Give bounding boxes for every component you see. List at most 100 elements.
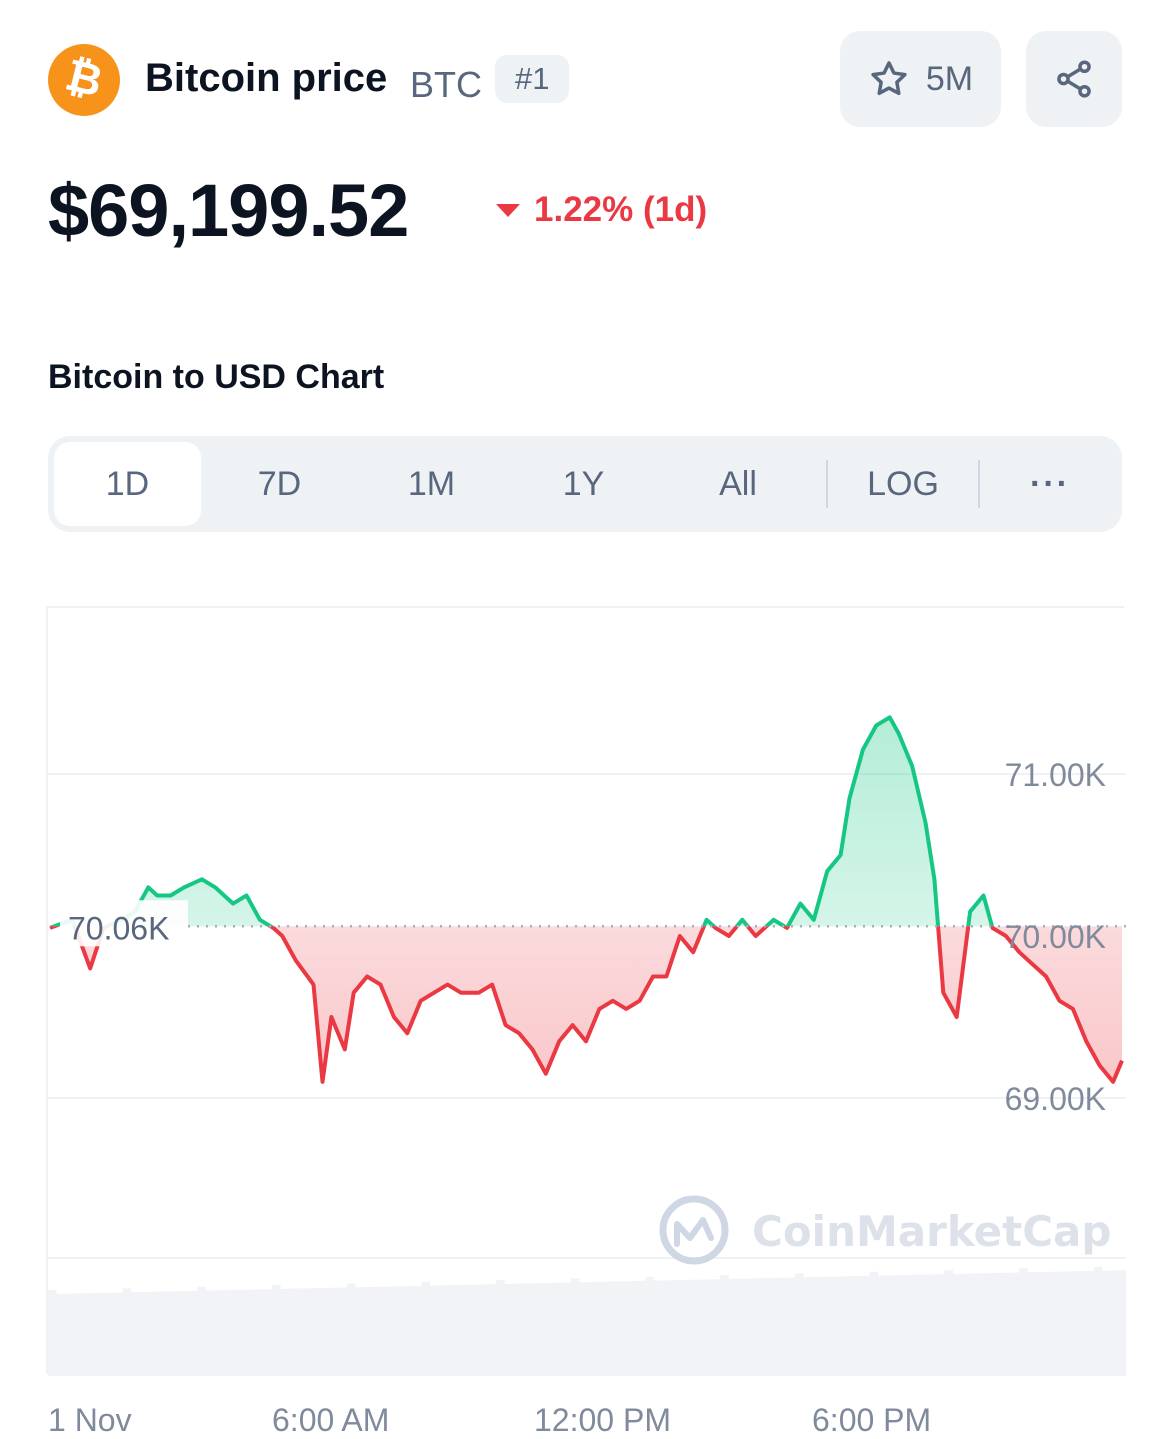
volume-bar <box>363 1286 372 1376</box>
volume-bar <box>811 1277 821 1376</box>
volume-bar <box>288 1288 298 1376</box>
volume-bar <box>487 1284 497 1376</box>
x-tick-label: 6:00 PM <box>812 1402 932 1438</box>
volume-bar <box>180 1291 190 1376</box>
volume-bar <box>902 1274 912 1376</box>
volume-bar <box>512 1283 522 1376</box>
volume-bar <box>878 1275 887 1376</box>
volume-bar <box>346 1283 356 1376</box>
volume-bar <box>570 1278 580 1376</box>
volume-bar <box>869 1271 879 1376</box>
volume-bar <box>446 1285 455 1376</box>
volume-bar <box>429 1285 439 1376</box>
range-tab-7d[interactable]: 7D <box>257 465 302 503</box>
volume-bar <box>504 1283 513 1376</box>
range-tab-1y[interactable]: 1Y <box>562 465 605 503</box>
price-line-down <box>49 926 1124 1084</box>
price-chart-svg: CoinMarketCap 70.06K 71.00K 70.00K 69.00K <box>48 715 1126 1376</box>
volume-bar <box>155 1291 165 1376</box>
current-price: $69,199.52 <box>48 169 409 252</box>
range-divider <box>826 460 828 508</box>
volume-bar <box>795 1273 804 1376</box>
volume-bar <box>894 1275 904 1376</box>
volume-bar <box>1118 1270 1126 1376</box>
watchlist-button[interactable]: 5M <box>840 31 1001 127</box>
price-change-value: 1.22% (1d) <box>534 190 708 229</box>
range-tab-1m[interactable]: 1M <box>407 465 456 503</box>
price-line <box>49 715 1124 1084</box>
bitcoin-logo: ₿ <box>48 44 120 116</box>
chart-range-selector: 1D 7D 1M 1Y All LOG ··· <box>48 436 1122 532</box>
volume-bar <box>678 1279 688 1376</box>
volume-bar <box>454 1284 464 1376</box>
volume-bar <box>1044 1271 1053 1376</box>
volume-bar <box>728 1278 738 1376</box>
page-title: Bitcoin price <box>145 56 388 100</box>
volume-bar <box>313 1288 323 1376</box>
volume-bar <box>64 1293 74 1376</box>
volume-bar <box>1052 1271 1061 1376</box>
volume-bar <box>189 1290 198 1376</box>
volume-bar <box>471 1284 480 1376</box>
chart-title: Bitcoin to USD Chart <box>48 358 385 396</box>
volume-bar <box>1060 1271 1070 1376</box>
range-tab-1d[interactable]: 1D <box>54 442 201 526</box>
volume-bar <box>479 1284 489 1376</box>
volume-bar <box>786 1277 796 1376</box>
volume-bar <box>687 1279 696 1376</box>
watchlist-count: 5M <box>925 59 974 98</box>
volume-bar <box>172 1291 181 1376</box>
volume-bar <box>595 1281 605 1376</box>
reference-label: 70.06K <box>68 910 169 946</box>
volume-bar <box>255 1289 264 1376</box>
coin-header: ₿ Bitcoin price BTC #1 5M <box>48 31 1122 127</box>
volume-bar <box>670 1280 679 1376</box>
volume-bar <box>579 1282 588 1376</box>
volume-bar <box>330 1287 339 1376</box>
volume-bar <box>164 1291 173 1376</box>
volume-bar <box>546 1282 555 1376</box>
caret-down-icon <box>496 203 520 217</box>
volume-bar <box>836 1276 845 1376</box>
volume-bar <box>853 1276 862 1376</box>
volume-bar <box>496 1280 505 1376</box>
volume-bar <box>637 1280 646 1376</box>
volume-bar <box>72 1293 82 1376</box>
volume-bar <box>338 1287 347 1376</box>
more-options-button[interactable]: ··· <box>1030 465 1070 503</box>
volume-bar <box>720 1275 729 1376</box>
volume-bar <box>89 1293 98 1376</box>
range-tab-all[interactable]: All <box>719 465 757 503</box>
volume-bar <box>1085 1270 1094 1376</box>
volume-bar <box>753 1278 762 1376</box>
volume-bar <box>355 1287 364 1376</box>
watermark-text: CoinMarketCap <box>752 1207 1111 1256</box>
volume-bar <box>653 1280 663 1376</box>
volume-bar <box>819 1276 829 1376</box>
reference-label-bg <box>60 900 188 947</box>
price-chart[interactable]: CoinMarketCap 70.06K 71.00K 70.00K 69.00K <box>46 606 1126 1376</box>
volume-bar <box>927 1274 937 1376</box>
volume-bar <box>463 1284 472 1376</box>
volume-bar <box>1077 1271 1086 1376</box>
volume-bar <box>247 1289 256 1376</box>
volume-bar <box>131 1292 140 1376</box>
volume-bar <box>712 1279 721 1376</box>
volume-bar <box>969 1273 978 1376</box>
volume-bar <box>122 1288 132 1376</box>
volume-bar <box>48 1290 57 1376</box>
volume-bar <box>1068 1271 1078 1376</box>
volume-bar <box>936 1274 945 1376</box>
share-button[interactable] <box>1026 31 1122 127</box>
volume-bar <box>56 1293 65 1376</box>
volume-bar <box>396 1286 406 1376</box>
volume-bar <box>994 1272 1003 1376</box>
volume-bar <box>1093 1266 1103 1376</box>
volume-bar <box>620 1281 630 1376</box>
log-scale-toggle[interactable]: LOG <box>867 465 939 503</box>
volume-bar <box>778 1277 787 1376</box>
volume-bar <box>1002 1272 1011 1376</box>
volume-bar <box>388 1286 397 1376</box>
volume-bar <box>703 1279 713 1376</box>
volume-bar <box>1019 1268 1028 1376</box>
